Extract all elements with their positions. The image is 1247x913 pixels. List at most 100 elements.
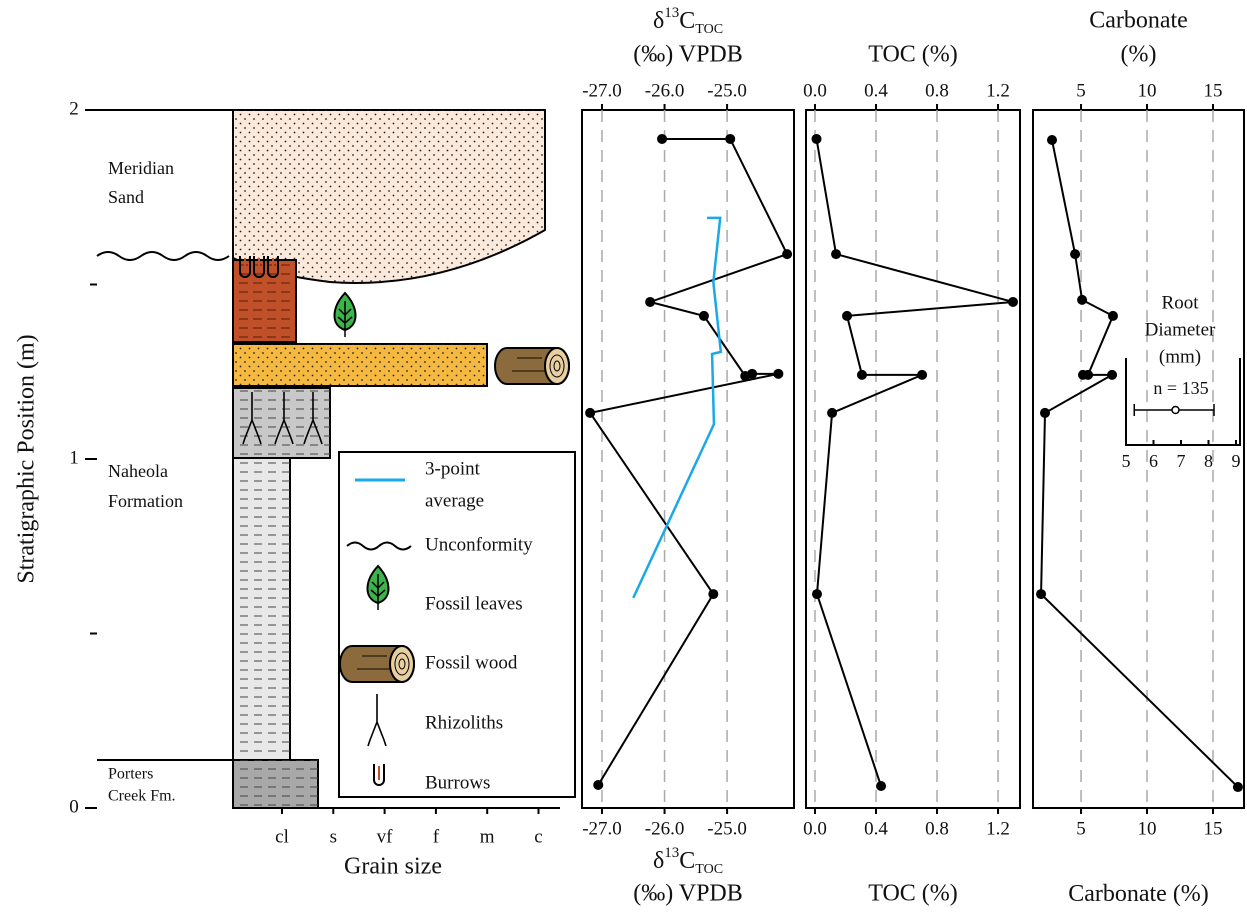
data-point bbox=[1040, 408, 1050, 418]
grain-label: c bbox=[534, 826, 542, 847]
legend-label: Unconformity bbox=[425, 534, 533, 555]
data-point bbox=[708, 589, 718, 599]
legend-label: average bbox=[425, 490, 484, 511]
data-point bbox=[1077, 295, 1087, 305]
inset-title: Diameter bbox=[1145, 319, 1216, 340]
data-point bbox=[699, 311, 709, 321]
panel-title: TOC (%) bbox=[868, 881, 958, 907]
x-tick-label: 0.4 bbox=[864, 818, 888, 839]
inset-title: (mm) bbox=[1159, 346, 1201, 367]
y-tick-label: 2 bbox=[69, 98, 79, 119]
grain-label: f bbox=[433, 826, 440, 847]
panel-frame bbox=[806, 110, 1020, 808]
data-point bbox=[585, 408, 595, 418]
legend-label: Rhizoliths bbox=[425, 712, 503, 733]
grain-label: vf bbox=[377, 826, 394, 847]
panel-title: (‰) VPDB bbox=[633, 42, 743, 68]
x-tick-label: -27.0 bbox=[582, 818, 622, 839]
data-point bbox=[1036, 589, 1046, 599]
data-point bbox=[842, 311, 852, 321]
data-point bbox=[645, 297, 655, 307]
x-tick-label: -26.0 bbox=[645, 818, 685, 839]
series-line bbox=[590, 139, 787, 785]
panel-title: Carbonate(%) bbox=[1068, 881, 1209, 907]
x-tick-label: 0.0 bbox=[803, 818, 827, 839]
y-tick-label: 0 bbox=[69, 796, 79, 817]
x-tick-label: 0.0 bbox=[803, 80, 827, 101]
panel-frame bbox=[582, 110, 794, 808]
title-sup: 13 bbox=[664, 845, 679, 861]
inset-annotation: n = 135 bbox=[1153, 378, 1208, 398]
inset-tick-label: 9 bbox=[1232, 451, 1241, 471]
title-sub: TOC bbox=[695, 862, 723, 877]
x-tick-label: 5 bbox=[1076, 818, 1086, 839]
inset-title: Root bbox=[1162, 292, 1200, 313]
x-tick-label: -26.0 bbox=[645, 80, 685, 101]
data-point bbox=[1078, 370, 1088, 380]
grain-label: m bbox=[480, 826, 495, 847]
x-tick-label: 5 bbox=[1076, 80, 1086, 101]
panel-title: (‰) VPDB bbox=[633, 881, 743, 907]
title-sub: TOC bbox=[695, 22, 723, 37]
inset-tick-label: 6 bbox=[1149, 451, 1158, 471]
x-tick-label: -27.0 bbox=[582, 80, 622, 101]
title-part: Carbonate bbox=[1068, 881, 1167, 907]
inset-tick-label: 8 bbox=[1204, 451, 1213, 471]
x-tick-label: 0.8 bbox=[925, 80, 949, 101]
legend-label: Fossil wood bbox=[425, 652, 518, 673]
y-axis-label: Stratigraphic Position (m) bbox=[14, 334, 40, 583]
unit-label: Formation bbox=[108, 491, 183, 511]
x-tick-label: 0.4 bbox=[864, 80, 888, 101]
data-point bbox=[876, 781, 886, 791]
data-point bbox=[782, 249, 792, 259]
data-point bbox=[831, 249, 841, 259]
x-tick-label: 1.2 bbox=[986, 80, 1010, 101]
data-point bbox=[725, 134, 735, 144]
x-tick-label: 15 bbox=[1203, 818, 1222, 839]
title-base: C bbox=[679, 848, 695, 874]
data-point bbox=[1047, 135, 1057, 145]
title-symbol: δ bbox=[653, 848, 664, 874]
data-point bbox=[1008, 297, 1018, 307]
data-point bbox=[1108, 311, 1118, 321]
data-point bbox=[812, 589, 822, 599]
data-point bbox=[1070, 249, 1080, 259]
y-tick-label: 1 bbox=[69, 447, 79, 468]
inset-tick-label: 7 bbox=[1177, 451, 1186, 471]
unit-label: Naheola bbox=[108, 461, 168, 481]
unit-label: Meridian bbox=[108, 158, 174, 178]
title-symbol: δ bbox=[653, 8, 664, 34]
x-tick-label: 1.2 bbox=[986, 818, 1010, 839]
data-point bbox=[857, 370, 867, 380]
title-sup: 13 bbox=[664, 5, 679, 21]
data-point bbox=[657, 134, 667, 144]
x-tick-label: 15 bbox=[1203, 80, 1222, 101]
data-point bbox=[1233, 782, 1243, 792]
unit-label: Porters bbox=[108, 766, 153, 783]
grain-label: cl bbox=[275, 826, 289, 847]
figure: 0 1 2 Stratigraphic Position (m) Meridian San… bbox=[0, 0, 1247, 913]
x-tick-label: -25.0 bbox=[707, 818, 747, 839]
data-point bbox=[773, 369, 783, 379]
data-point bbox=[1107, 370, 1117, 380]
data-point bbox=[747, 369, 757, 379]
inset-frame bbox=[1126, 358, 1240, 445]
panel-title: Carbonate bbox=[1089, 8, 1188, 34]
x-tick-label: 10 bbox=[1138, 80, 1157, 101]
data-point bbox=[917, 370, 927, 380]
x-tick-label: 10 bbox=[1138, 818, 1157, 839]
data-point bbox=[827, 408, 837, 418]
x-tick-label: -25.0 bbox=[707, 80, 747, 101]
panel-title: δ13CTOC bbox=[653, 845, 723, 877]
inset-point bbox=[1172, 407, 1179, 414]
legend-label: Burrows bbox=[425, 772, 490, 793]
title-base: C bbox=[679, 8, 695, 34]
unit-label: Sand bbox=[108, 187, 144, 207]
panel-title: δ13CTOC bbox=[653, 5, 723, 37]
panel-title: (%) bbox=[1121, 42, 1157, 68]
title-part: (%) bbox=[1173, 881, 1209, 907]
data-point bbox=[812, 134, 822, 144]
x-tick-label: 0.8 bbox=[925, 818, 949, 839]
panel-title: TOC (%) bbox=[868, 42, 958, 68]
inset-tick-label: 5 bbox=[1122, 451, 1131, 471]
